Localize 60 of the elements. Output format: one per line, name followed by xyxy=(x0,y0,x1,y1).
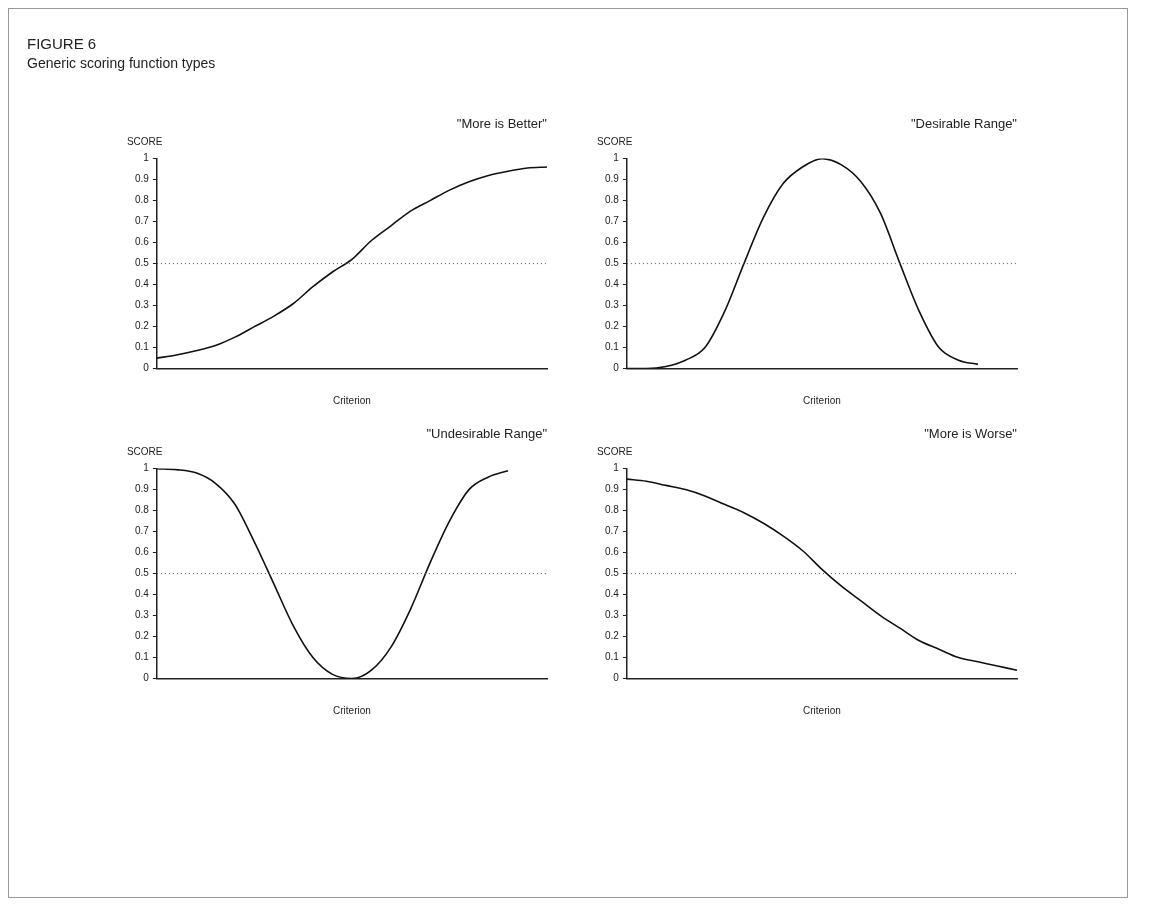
y-tick-label: 0.8 xyxy=(605,194,620,206)
y-axis-title: SCORE xyxy=(126,135,163,147)
y-tick-label: 0 xyxy=(143,362,150,374)
y-tick-label: 0.1 xyxy=(135,651,150,663)
y-tick-label: 0.5 xyxy=(135,567,150,579)
y-tick-label: 0.5 xyxy=(605,567,620,579)
chart-title: "More is Better" xyxy=(456,116,548,132)
y-tick-label: 0.9 xyxy=(605,483,620,495)
y-tick-label: 0.5 xyxy=(605,257,620,269)
y-tick-label: 0.8 xyxy=(605,504,620,516)
chart-title: "Undesirable Range" xyxy=(426,426,548,442)
y-tick-label: 1 xyxy=(613,462,620,474)
x-axis-title: Criterion xyxy=(333,394,371,406)
y-tick-label: 0.3 xyxy=(605,299,620,311)
y-tick-label: 0.4 xyxy=(135,278,150,290)
y-tick-label: 0 xyxy=(613,672,620,684)
y-tick-label: 0.1 xyxy=(135,341,150,353)
y-tick-label: 0.3 xyxy=(135,609,150,621)
y-tick-label: 0 xyxy=(613,362,620,374)
y-tick-label: 0.2 xyxy=(605,320,620,332)
y-tick-label: 0.4 xyxy=(135,588,150,600)
x-axis-title: Criterion xyxy=(803,394,841,406)
y-axis-title: SCORE xyxy=(126,445,163,457)
line-series xyxy=(156,166,548,359)
y-tick-label: 0.7 xyxy=(135,215,150,227)
y-tick-label: 0.7 xyxy=(135,525,150,537)
y-tick-label: 0 xyxy=(143,672,150,684)
y-tick-label: 0.9 xyxy=(135,483,150,495)
x-axis-title: Criterion xyxy=(803,704,841,716)
y-tick-label: 0.2 xyxy=(135,320,150,332)
y-tick-label: 0.6 xyxy=(135,546,150,558)
y-tick-label: 0.2 xyxy=(605,630,620,642)
y-tick-label: 0.8 xyxy=(135,194,150,206)
y-tick-label: 0.7 xyxy=(605,525,620,537)
y-tick-label: 1 xyxy=(143,462,150,474)
y-tick-label: 0.9 xyxy=(135,173,150,185)
y-axis-title: SCORE xyxy=(596,445,633,457)
y-tick-label: 0.2 xyxy=(135,630,150,642)
text: Generic scoring function types xyxy=(27,55,217,71)
y-tick-label: 0.5 xyxy=(135,257,150,269)
y-tick-label: 0.6 xyxy=(605,546,620,558)
chart-title: "Desirable Range" xyxy=(910,116,1018,132)
y-tick-label: 0.7 xyxy=(605,215,620,227)
y-tick-label: 1 xyxy=(613,152,620,164)
y-tick-label: 0.3 xyxy=(135,299,150,311)
y-tick-label: 0.1 xyxy=(605,341,620,353)
y-tick-label: 0.4 xyxy=(605,588,620,600)
chart-title: "More is Worse" xyxy=(924,426,1018,442)
y-tick-label: 0.6 xyxy=(135,236,150,248)
y-tick-label: 0.8 xyxy=(135,504,150,516)
y-tick-label: 0.4 xyxy=(605,278,620,290)
line-series xyxy=(626,478,1018,671)
y-tick-label: 0.1 xyxy=(605,651,620,663)
x-axis-title: Criterion xyxy=(333,704,371,716)
text: FIGURE 6 xyxy=(27,35,98,52)
y-tick-label: 0.3 xyxy=(605,609,620,621)
y-tick-label: 0.9 xyxy=(605,173,620,185)
y-tick-label: 1 xyxy=(143,152,150,164)
y-axis-title: SCORE xyxy=(596,135,633,147)
y-tick-label: 0.6 xyxy=(605,236,620,248)
